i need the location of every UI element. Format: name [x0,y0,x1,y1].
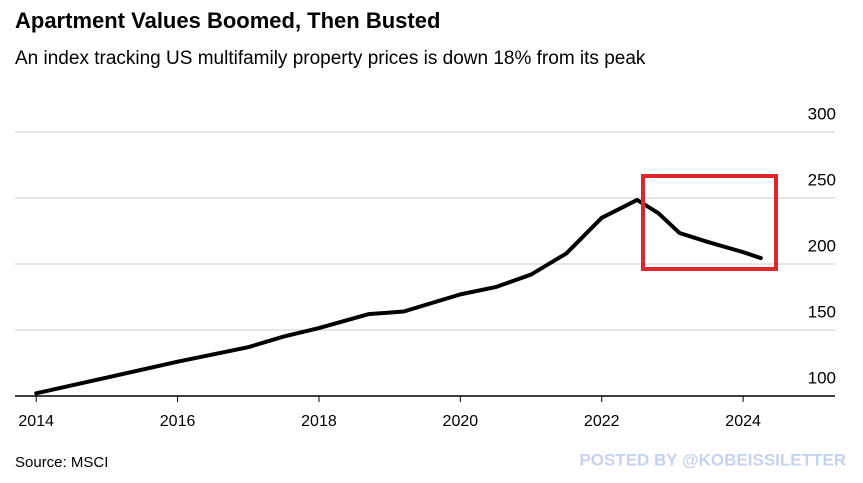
chart-subtitle: An index tracking US multifamily propert… [15,48,646,69]
x-tick-label: 2016 [160,413,196,430]
y-tick-label: 150 [808,302,836,321]
highlight-box [641,174,778,271]
x-tick-label: 2014 [18,413,54,430]
y-tick-label: 300 [808,104,836,123]
source: Source: MSCI [15,454,108,471]
y-tick-label: 250 [808,170,836,189]
x-tick-label: 2018 [301,413,337,430]
x-tick-label: 2024 [725,413,761,430]
y-tick-label: 200 [808,236,836,255]
y-tick-label: 100 [808,368,836,387]
chart-title: Apartment Values Boomed, Then Busted [15,8,440,33]
x-tick-label: 2020 [443,413,479,430]
line-series [34,197,763,396]
x-tick-label: 2022 [584,413,620,430]
watermark: POSTED BY @KOBEISSILETTER [579,450,846,469]
